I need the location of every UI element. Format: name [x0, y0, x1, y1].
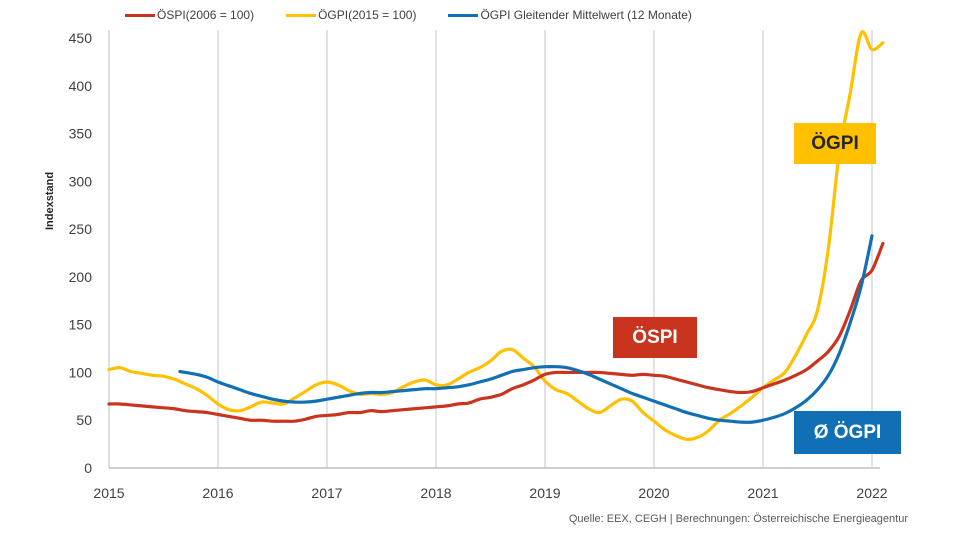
grid-lines [217, 30, 873, 468]
y-tick-label-100: 100 [69, 364, 93, 380]
legend-item-ospi: ÖSPI(2006 = 100) [125, 8, 254, 22]
legend-label-moving-avg: ÖGPI Gleitender Mittelwert (12 Monate) [480, 8, 692, 22]
y-tick-label-350: 350 [69, 126, 93, 142]
legend: ÖSPI(2006 = 100) ÖGPI(2015 = 100) ÖGPI G… [125, 8, 724, 22]
x-tick-label-2019: 2019 [529, 485, 560, 501]
y-tick-label-50: 50 [76, 412, 92, 428]
series-lines [107, 30, 885, 442]
legend-label-ospi: ÖSPI(2006 = 100) [157, 8, 255, 22]
callout-ospi: ÖSPI [613, 317, 697, 358]
y-tick-label-300: 300 [69, 173, 93, 189]
source-note: Quelle: EEX, CEGH | Berechnungen: Österr… [568, 513, 908, 525]
legend-swatch-moving-avg [448, 13, 479, 17]
y-tick-label-450: 450 [69, 30, 93, 46]
legend-item-moving-avg: ÖGPI Gleitender Mittelwert (12 Monate) [448, 8, 692, 22]
series-line-moving-avg [178, 234, 874, 424]
x-tick-label-2020: 2020 [638, 485, 669, 501]
legend-swatch-ogpi [286, 13, 317, 17]
y-tick-label-0: 0 [84, 460, 92, 476]
y-tick-label-150: 150 [69, 317, 93, 333]
x-tick-label-2015: 2015 [93, 485, 124, 501]
legend-swatch-ospi [125, 13, 155, 17]
x-tick-label-2021: 2021 [747, 485, 778, 501]
y-tick-label-400: 400 [69, 78, 93, 94]
legend-label-ogpi: ÖGPI(2015 = 100) [318, 8, 417, 22]
y-axis-label: Indexstand [44, 171, 56, 230]
series-line-ogpi [107, 30, 885, 442]
axes: 2015 2016 2017 2018 2019 2020 2021 2022 0 50 100 15… [69, 30, 888, 501]
x-tick-label-2022: 2022 [856, 485, 887, 501]
y-tick-label-200: 200 [69, 269, 93, 285]
callout-ogpi: ÖGPI [794, 123, 876, 164]
x-tick-label-2016: 2016 [202, 485, 233, 501]
legend-item-ogpi: ÖGPI(2015 = 100) [286, 8, 416, 22]
x-tick-label-2017: 2017 [311, 485, 342, 501]
y-tick-label-250: 250 [69, 221, 93, 237]
series-line-ospi [107, 241, 885, 423]
x-tick-label-2018: 2018 [420, 485, 451, 501]
callout-moving-avg: Ø ÖGPI [794, 411, 901, 454]
